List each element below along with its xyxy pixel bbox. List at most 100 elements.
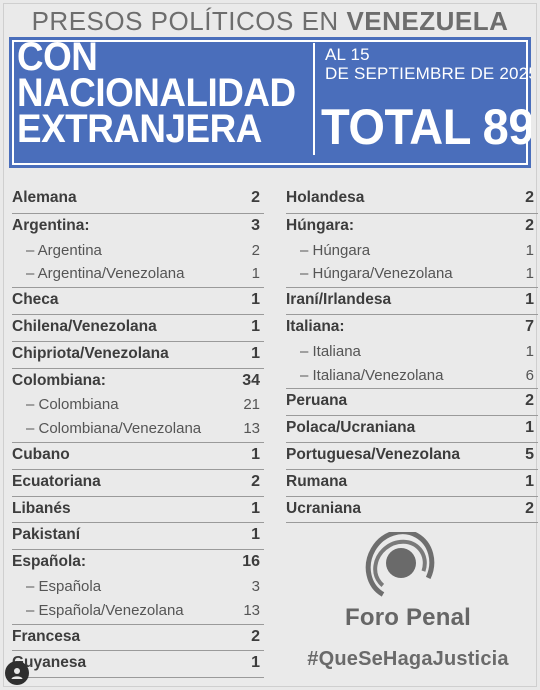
nationality-row: Chilena/Venezolana 1 bbox=[12, 313, 264, 341]
nationality-label: – Húngara/Venezolana bbox=[300, 265, 453, 283]
nationality-subrow: – Húngara 1 bbox=[286, 240, 538, 264]
right-nationality-list: Holandesa 2 Húngara: 2 – Húngara 1 – Húngara/V… bbox=[286, 186, 538, 524]
nationality-label: – Colombiana/Venezolana bbox=[26, 420, 202, 438]
nationality-row: Checa 1 bbox=[12, 287, 264, 314]
nationality-count: 5 bbox=[525, 445, 534, 463]
nationality-label: Rumana bbox=[286, 472, 348, 490]
nationality-label: Peruana bbox=[286, 392, 348, 410]
nationality-count: 2 bbox=[251, 241, 260, 259]
nationality-count: 1 bbox=[525, 342, 534, 360]
nationality-subrow: – Colombiana 21 bbox=[12, 394, 264, 418]
list-bottom-rule bbox=[12, 677, 264, 679]
nationality-label: Libanés bbox=[12, 499, 71, 517]
nationality-subrow: – Española/Venezolana 13 bbox=[12, 600, 264, 624]
banner-date-line-1: AL 15 bbox=[325, 45, 370, 64]
nationality-count: 13 bbox=[243, 601, 260, 619]
nationality-count: 1 bbox=[251, 291, 260, 309]
nationality-label: Colombiana: bbox=[12, 371, 106, 389]
nationality-label: – Argentina bbox=[26, 241, 102, 259]
nationality-count: 2 bbox=[525, 499, 534, 517]
nationality-row: Chipriota/Venezolana 1 bbox=[12, 340, 264, 368]
nationality-row: Rumana 1 bbox=[286, 468, 538, 496]
nationality-row: Argentina: 3 bbox=[12, 212, 264, 240]
nationality-label: – Española bbox=[26, 577, 102, 595]
nationality-row: Francesa 2 bbox=[12, 623, 264, 651]
nationality-count: 1 bbox=[251, 344, 260, 362]
nationality-count: 1 bbox=[251, 499, 260, 517]
nationality-count: 3 bbox=[251, 577, 260, 595]
nationality-count: 1 bbox=[251, 317, 260, 335]
nationality-count: 1 bbox=[525, 265, 534, 283]
banner-total: TOTAL 89 bbox=[321, 99, 531, 155]
nationality-row: Ecuatoriana 2 bbox=[12, 468, 264, 496]
banner-line-2: NACIONALIDAD bbox=[17, 71, 296, 115]
nationality-count: 2 bbox=[251, 472, 260, 490]
nationality-label: – Húngara bbox=[300, 241, 371, 259]
nationality-label: Iraní/Irlandesa bbox=[286, 291, 392, 309]
nationality-count: 1 bbox=[251, 654, 260, 672]
nationality-count: 2 bbox=[525, 392, 534, 410]
logo-inner-swoosh bbox=[373, 539, 427, 593]
banner-date-line-2: DE SEPTIEMBRE DE 2025 bbox=[325, 64, 531, 83]
nationality-label: Chipriota/Venezolana bbox=[12, 344, 169, 362]
nationality-row: Iraní/Irlandesa 1 bbox=[286, 287, 538, 314]
nationality-label: Chilena/Venezolana bbox=[12, 317, 157, 335]
nationality-row: Peruana 2 bbox=[286, 388, 538, 415]
nationality-label: Checa bbox=[12, 291, 59, 309]
nationality-label: Italiana: bbox=[286, 317, 345, 335]
list-bottom-rule bbox=[286, 522, 538, 524]
nationality-count: 1 bbox=[525, 472, 534, 490]
nationality-count: 21 bbox=[243, 396, 260, 414]
nationality-count: 1 bbox=[251, 445, 260, 463]
org-name: Foro Penal bbox=[344, 604, 472, 631]
nationality-count: 1 bbox=[525, 291, 534, 309]
banner-border bbox=[12, 40, 528, 165]
nationality-count: 16 bbox=[242, 553, 260, 571]
nationality-label: – Italiana/Venezolana bbox=[300, 366, 444, 384]
nationality-count: 13 bbox=[243, 420, 260, 438]
nationality-row: Ucraniana 2 bbox=[286, 495, 538, 523]
nationality-subrow: – Italiana/Venezolana 6 bbox=[286, 365, 538, 389]
nationality-row: Guyanesa 1 bbox=[12, 650, 264, 677]
nationality-row: Polaca/Ucraniana 1 bbox=[286, 415, 538, 442]
banner-headline: CON NACIONALIDAD EXTRANJERA bbox=[17, 37, 296, 149]
title-prefix: PRESOS POLÍTICOS EN bbox=[31, 6, 347, 36]
nationality-subrow: – Española 3 bbox=[12, 576, 264, 600]
nationality-count: 2 bbox=[251, 189, 260, 206]
nationality-label: – Argentina/Venezolana bbox=[26, 265, 185, 283]
nationality-count: 2 bbox=[525, 216, 534, 234]
nationality-subrow: – Italiana 1 bbox=[286, 341, 538, 365]
nationality-label: Ecuatoriana bbox=[12, 472, 101, 490]
user-avatar-icon[interactable] bbox=[5, 661, 29, 685]
nationality-row: Alemana 2 bbox=[12, 186, 264, 213]
nationality-count: 1 bbox=[251, 526, 260, 544]
banner-divider bbox=[313, 43, 315, 155]
nationality-label: Francesa bbox=[12, 627, 81, 645]
nationality-row: Española: 16 bbox=[12, 549, 264, 576]
banner-date: AL 15 DE SEPTIEMBRE DE 2025 bbox=[325, 45, 531, 83]
nationality-count: 3 bbox=[251, 216, 260, 234]
nationality-count: 6 bbox=[525, 366, 534, 384]
nationality-row: Holandesa 2 bbox=[286, 186, 538, 213]
nationality-row: Húngara: 2 bbox=[286, 212, 538, 240]
nationality-label: – Colombiana bbox=[26, 396, 119, 414]
nationality-count: 7 bbox=[525, 317, 534, 335]
nationality-row: Colombiana: 34 bbox=[12, 367, 264, 395]
nationality-count: 1 bbox=[525, 241, 534, 259]
nationality-subrow: – Colombiana/Venezolana 13 bbox=[12, 418, 264, 442]
nationality-label: Alemana bbox=[12, 189, 77, 206]
nationality-label: Cubano bbox=[12, 445, 70, 463]
nationality-count: 2 bbox=[525, 189, 534, 206]
nationality-count: 1 bbox=[525, 419, 534, 437]
nationality-count: 2 bbox=[251, 627, 260, 645]
nationality-label: Pakistaní bbox=[12, 526, 81, 544]
hashtag[interactable]: #QueSeHagaJusticia bbox=[307, 648, 509, 670]
nationality-label: Portuguesa/Venezolana bbox=[286, 445, 460, 463]
nationality-label: Española: bbox=[12, 553, 87, 571]
nationality-subrow: – Argentina 2 bbox=[12, 240, 264, 264]
logo-core bbox=[386, 548, 416, 578]
nationality-label: Húngara: bbox=[286, 216, 355, 234]
nationality-label: – Italiana bbox=[300, 342, 361, 360]
title-bold: VENEZUELA bbox=[346, 6, 509, 36]
headline-banner: CON NACIONALIDAD EXTRANJERA AL 15 DE SEP… bbox=[9, 37, 531, 168]
